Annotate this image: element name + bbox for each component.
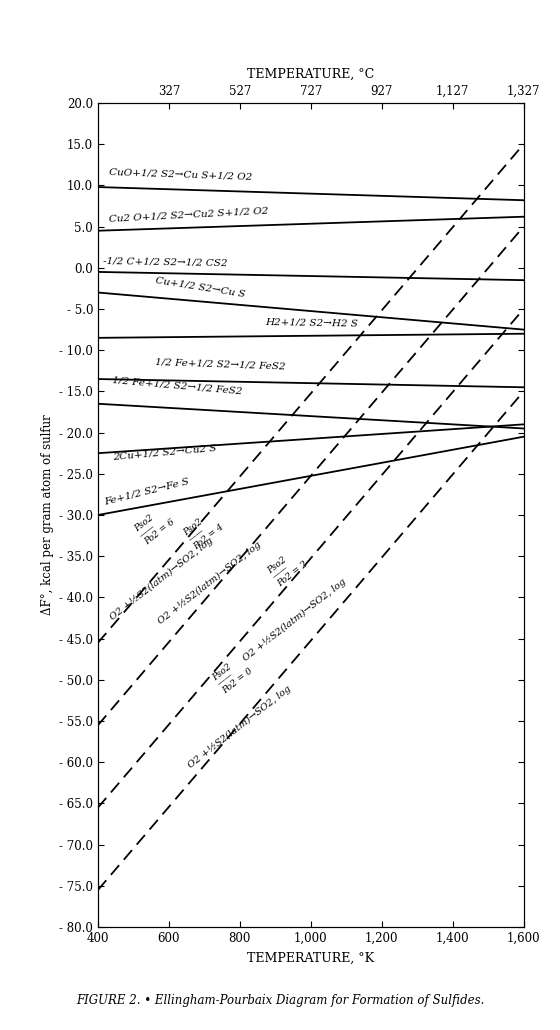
Text: 1/2 Fe+1/2 S2→1/2 FeS2: 1/2 Fe+1/2 S2→1/2 FeS2 bbox=[112, 375, 243, 396]
Text: H2+1/2 S2→H2 S: H2+1/2 S2→H2 S bbox=[265, 317, 358, 328]
Text: 1/2 Fe+1/2 S2→1/2 FeS2: 1/2 Fe+1/2 S2→1/2 FeS2 bbox=[155, 357, 286, 371]
Text: O2 +½S2(latm)→SO2, log: O2 +½S2(latm)→SO2, log bbox=[186, 684, 292, 770]
Text: Pso2
——
Po2 = 4: Pso2 —— Po2 = 4 bbox=[181, 509, 225, 551]
Text: Fe+1/2 S2→Fe S: Fe+1/2 S2→Fe S bbox=[103, 477, 190, 507]
Text: Cu2 O+1/2 S2→Cu2 S+1/2 O2: Cu2 O+1/2 S2→Cu2 S+1/2 O2 bbox=[109, 206, 269, 224]
X-axis label: TEMPERATURE, °C: TEMPERATURE, °C bbox=[247, 68, 375, 81]
Text: Pso2
——
Po2 = 0: Pso2 —— Po2 = 0 bbox=[211, 653, 255, 695]
Text: Pso2
——
Po2 = 2: Pso2 —— Po2 = 2 bbox=[266, 546, 310, 588]
Text: FIGURE 2. • Ellingham-Pourbaix Diagram for Formation of Sulfides.: FIGURE 2. • Ellingham-Pourbaix Diagram f… bbox=[76, 994, 484, 1007]
X-axis label: TEMPERATURE, °K: TEMPERATURE, °K bbox=[247, 952, 375, 965]
Text: Cu+1/2 S2→Cu S: Cu+1/2 S2→Cu S bbox=[155, 276, 246, 299]
Text: O2 +½S2(latm)→SO2, log: O2 +½S2(latm)→SO2, log bbox=[108, 536, 214, 622]
Text: O2 +½S2(latm)→SO2, log: O2 +½S2(latm)→SO2, log bbox=[241, 577, 348, 663]
Text: O2 +½S2(latm)→SO2, log: O2 +½S2(latm)→SO2, log bbox=[156, 540, 263, 626]
Text: 2Cu+1/2 S2→Cu2 S: 2Cu+1/2 S2→Cu2 S bbox=[112, 443, 217, 461]
Text: Pso2
——
Po2 = 6: Pso2 —— Po2 = 6 bbox=[133, 505, 177, 547]
Text: -1/2 C+1/2 S2→1/2 CS2: -1/2 C+1/2 S2→1/2 CS2 bbox=[103, 256, 228, 268]
Text: CuO+1/2 S2→Cu S+1/2 O2: CuO+1/2 S2→Cu S+1/2 O2 bbox=[109, 167, 252, 181]
Y-axis label: ΔF°, kcal per gram atom of sulfur: ΔF°, kcal per gram atom of sulfur bbox=[40, 415, 54, 615]
